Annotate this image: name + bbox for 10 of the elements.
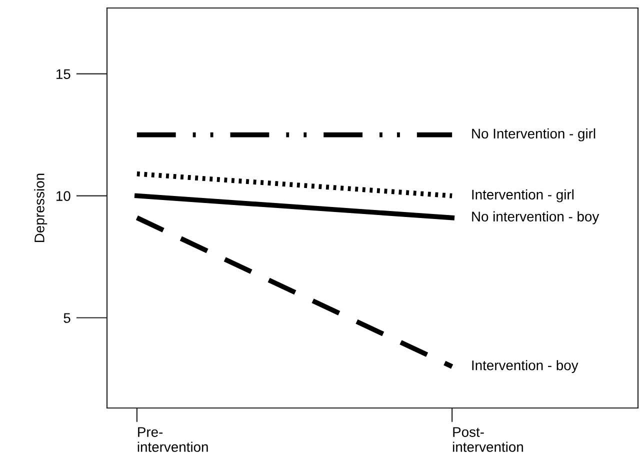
- series-label: Intervention - boy: [472, 360, 578, 374]
- x-tick-label: Pre- intervention: [138, 427, 208, 452]
- series-label: No intervention - boy: [472, 211, 600, 224]
- series-label: No Intervention - girl: [472, 128, 596, 142]
- y-tick-label: 10: [56, 191, 70, 201]
- series-label: Intervention - girl: [472, 189, 574, 202]
- y-tick-label: 5: [64, 313, 70, 323]
- y-axis-title: Depression: [34, 174, 48, 242]
- x-tick-label: Post- intervention: [453, 427, 523, 452]
- y-tick-label: 15: [56, 69, 70, 80]
